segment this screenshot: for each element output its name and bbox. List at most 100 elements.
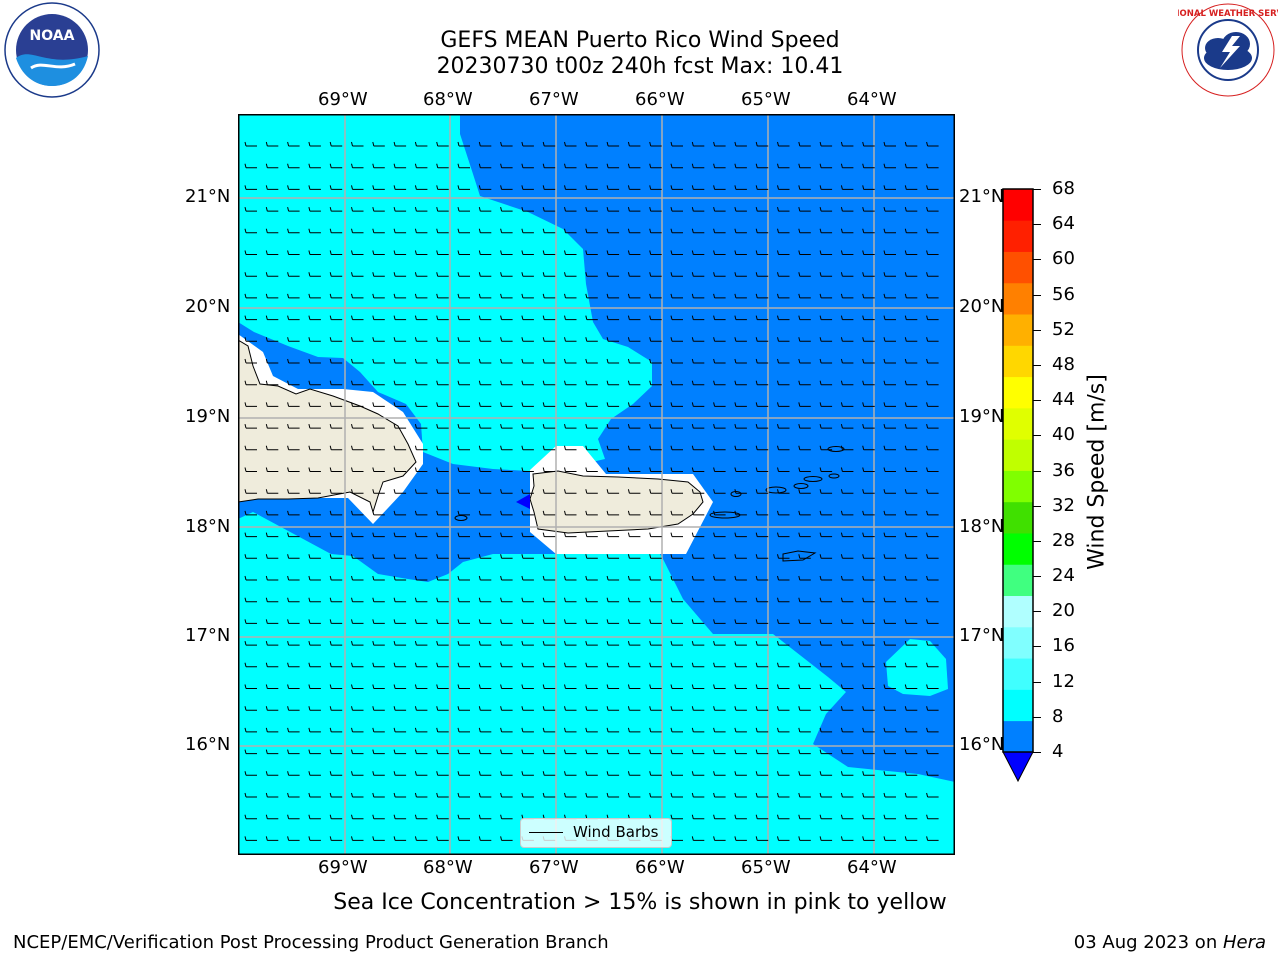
- wind-barb: [393, 141, 407, 147]
- lat-label-left-17n: 17°N: [185, 625, 231, 646]
- wind-barb: [521, 380, 534, 386]
- wind-barb: [840, 575, 854, 581]
- wind-barb: [670, 619, 683, 624]
- wind-barb: [265, 467, 279, 472]
- wind-barb: [244, 727, 257, 733]
- wind-barb: [840, 141, 854, 147]
- wind-barb: [819, 272, 833, 277]
- wind-barb: [713, 792, 726, 798]
- wind-barb: [926, 337, 939, 342]
- wind-barb: [244, 206, 257, 212]
- wind-barb: [777, 358, 790, 364]
- wind-barb: [819, 619, 833, 624]
- wind-barb: [691, 358, 705, 364]
- wind-barb: [500, 467, 513, 472]
- wind-barb: [457, 467, 470, 472]
- wind-barb: [414, 749, 428, 755]
- wind-barb: [840, 423, 854, 429]
- wind-barb: [649, 467, 662, 472]
- wind-barb: [265, 228, 279, 234]
- wind-barb: [414, 792, 428, 798]
- wind-barb: [691, 250, 705, 255]
- colorbar-band: [1003, 626, 1033, 659]
- wind-barb: [798, 467, 811, 472]
- wind-barb: [755, 380, 769, 386]
- wind-barb: [904, 792, 918, 798]
- wind-barb: [351, 575, 364, 581]
- wind-barb: [308, 293, 321, 299]
- wind-barb: [755, 445, 769, 451]
- wind-barb: [926, 380, 939, 386]
- wind-barb: [372, 532, 385, 538]
- wind-barb: [713, 163, 726, 169]
- wind-barb: [351, 706, 364, 711]
- wind-barb: [777, 792, 790, 798]
- wind-barb: [478, 771, 492, 776]
- wind-barb: [521, 337, 534, 342]
- wind-barb: [627, 771, 641, 776]
- wind-barb: [372, 814, 385, 820]
- wind-barb: [564, 228, 577, 234]
- wind-barb: [521, 228, 534, 234]
- wind-barb: [436, 250, 449, 255]
- lon-label-bottom-67w: 67°W: [529, 857, 579, 878]
- colorbar-tick-mark: [1033, 470, 1041, 472]
- wind-barb: [777, 619, 790, 624]
- wind-barb: [351, 141, 364, 147]
- wind-barb: [606, 489, 620, 494]
- wind-barb: [265, 706, 279, 711]
- wind-barb: [840, 792, 854, 798]
- wind-barb: [670, 337, 683, 342]
- wind-barb: [500, 423, 513, 429]
- wind-barb: [819, 727, 833, 733]
- wind-barb: [393, 445, 407, 451]
- wind-barb: [670, 510, 683, 516]
- wind-barb: [862, 706, 875, 711]
- wind-barb: [606, 272, 620, 277]
- wind-barb: [670, 141, 683, 147]
- wind-barb: [414, 337, 428, 342]
- wind-barb: [244, 293, 257, 299]
- wind-barb: [478, 293, 492, 299]
- wind-barb: [351, 749, 364, 755]
- colorbar-tick-mark: [1033, 435, 1041, 437]
- wind-barb: [351, 554, 364, 559]
- wind-barb: [713, 727, 726, 733]
- wind-barb: [883, 836, 896, 841]
- wind-barb: [840, 315, 854, 321]
- wind-barb: [585, 575, 598, 581]
- wind-barb: [777, 727, 790, 733]
- wind-barb: [926, 836, 939, 841]
- wind-barb: [926, 272, 939, 277]
- wind-barb: [521, 554, 534, 559]
- wind-barb: [414, 423, 428, 429]
- wind-barb: [308, 206, 321, 212]
- wind-barb: [755, 185, 769, 190]
- wind-barb: [926, 662, 939, 668]
- wind-barb: [329, 163, 343, 169]
- wind-barb: [777, 640, 790, 646]
- wind-barb: [521, 445, 534, 451]
- wind-barb: [627, 163, 641, 169]
- wind-barb: [734, 532, 747, 538]
- wind-barb: [627, 185, 641, 190]
- wind-barb: [436, 619, 449, 624]
- lat-label-right-16n: 16°N: [959, 734, 1005, 755]
- wind-barb: [265, 358, 279, 364]
- wind-barb: [904, 510, 918, 516]
- wind-barb: [883, 554, 896, 559]
- wind-barb: [691, 489, 705, 494]
- wind-barb: [713, 206, 726, 212]
- wind-barb: [819, 337, 833, 342]
- wind-barb: [713, 250, 726, 255]
- wind-barb: [840, 163, 854, 169]
- wind-barb: [329, 706, 343, 711]
- wind-barb: [627, 358, 641, 364]
- colorbar-band: [1003, 251, 1033, 284]
- wind-barb: [329, 727, 343, 733]
- wind-barb: [904, 619, 918, 624]
- wind-barb: [329, 489, 343, 494]
- wind-barb: [393, 792, 407, 798]
- wind-barb: [649, 228, 662, 234]
- wind-barb: [351, 792, 364, 798]
